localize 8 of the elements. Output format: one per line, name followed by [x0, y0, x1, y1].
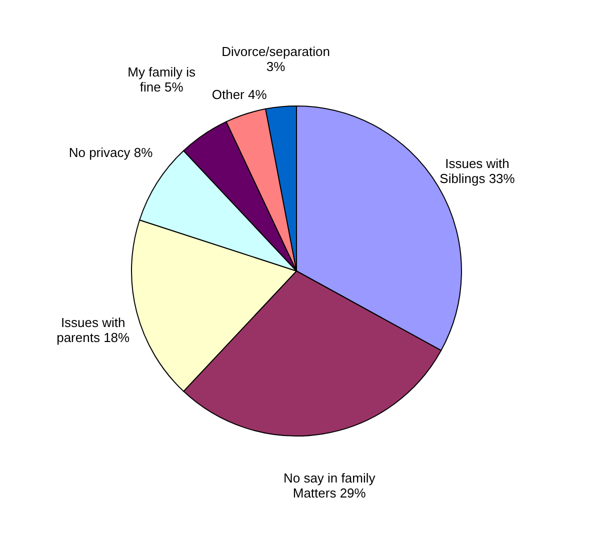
- slice-label: Divorce/separation: [222, 44, 330, 59]
- slice-label: Issues with Siblings 33%: [440, 156, 516, 186]
- slice-label: Issues with parents 18%: [56, 315, 130, 346]
- slice-label: No say in family Matters 29%: [283, 470, 376, 500]
- slice-label: My family is fine 5%: [128, 64, 196, 94]
- data-label: 3%: [266, 58, 286, 74]
- slice-label: Other 4%: [212, 87, 268, 102]
- slice-label: No privacy 8%: [68, 145, 154, 160]
